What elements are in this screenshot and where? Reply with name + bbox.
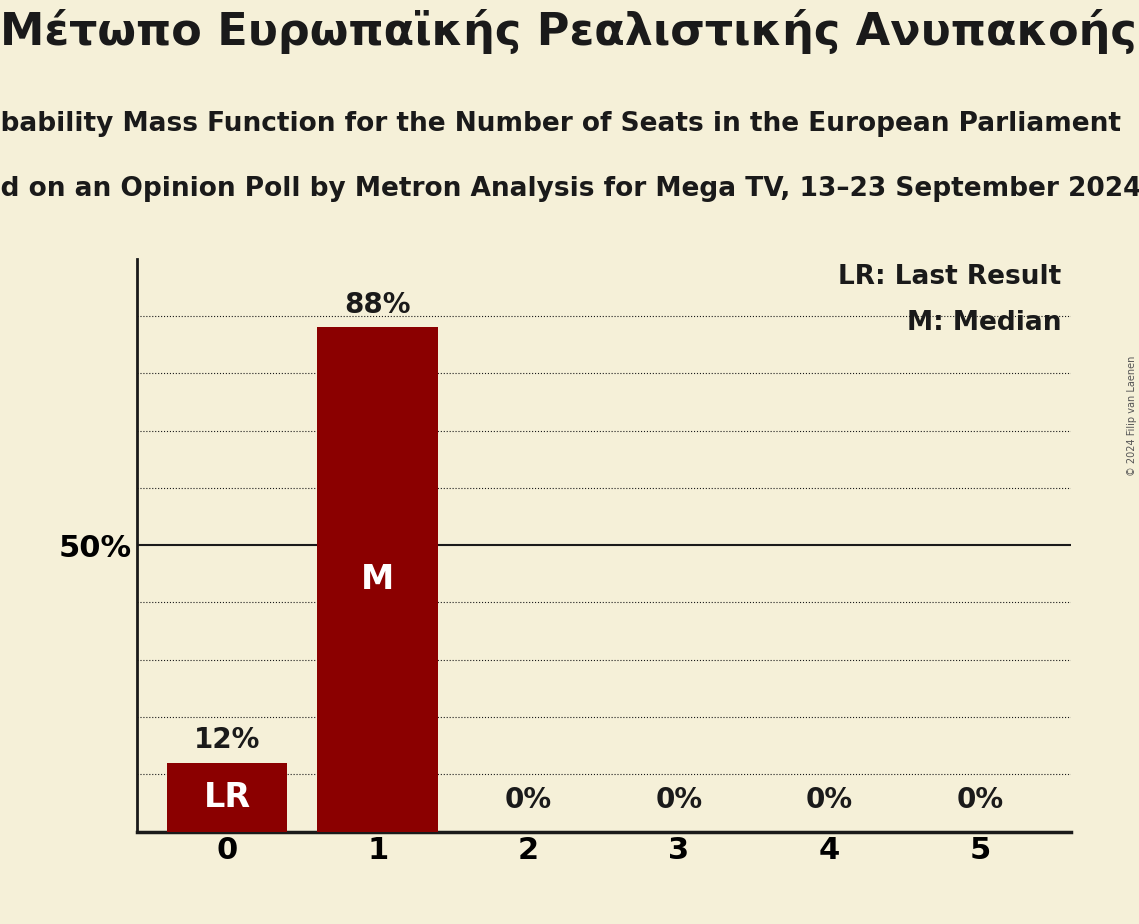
Text: 0%: 0% [505, 786, 552, 814]
Text: Μέτωπο Ευρωπαϊκής Ρεαλιστικής Ανυπακοής (GUE/NGL): Μέτωπο Ευρωπαϊκής Ρεαλιστικής Ανυπακοής … [0, 9, 1139, 55]
Text: M: Median: M: Median [907, 310, 1062, 336]
Text: Probability Mass Function for the Number of Seats in the European Parliament: Probability Mass Function for the Number… [0, 111, 1121, 137]
Text: LR: LR [204, 781, 251, 814]
Bar [166, 763, 287, 832]
Bar [318, 327, 439, 832]
Text: LR: Last Result: LR: Last Result [838, 264, 1062, 290]
Text: © 2024 Filip van Laenen: © 2024 Filip van Laenen [1126, 356, 1137, 476]
Text: 88%: 88% [344, 291, 411, 319]
Text: Based on an Opinion Poll by Metron Analysis for Mega TV, 13–23 September 2024: Based on an Opinion Poll by Metron Analy… [0, 176, 1139, 201]
Text: M: M [361, 563, 394, 596]
Text: 0%: 0% [806, 786, 853, 814]
Text: 0%: 0% [957, 786, 1003, 814]
Text: 0%: 0% [655, 786, 703, 814]
Text: 12%: 12% [194, 726, 260, 754]
